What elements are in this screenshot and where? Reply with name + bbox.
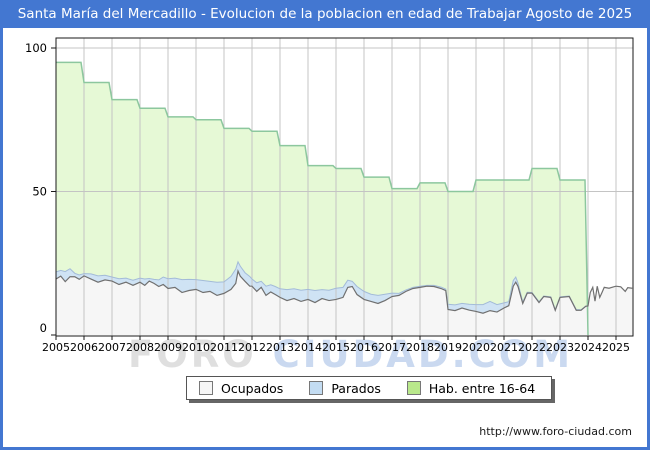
x-tick-label: 2022 (518, 341, 546, 354)
x-tick-label: 2007 (98, 341, 126, 354)
x-tick-label: 2010 (182, 341, 210, 354)
x-tick-label: 2024 (574, 341, 602, 354)
x-tick-label: 2008 (126, 341, 154, 354)
legend-swatch-parados (309, 381, 324, 395)
y-tick-label: 50 (32, 185, 47, 199)
legend-item-hab-16-64: Hab. entre 16-64 (406, 380, 536, 396)
watermark-part1: FORO (128, 333, 273, 376)
x-tick-label: 2020 (462, 341, 490, 354)
legend-label-parados: Parados (331, 380, 381, 396)
x-tick-label: 2011 (210, 341, 238, 354)
chart-title: Santa María del Mercadillo - Evolucion d… (17, 6, 633, 22)
legend-label-hab-16-64: Hab. entre 16-64 (428, 380, 536, 396)
x-tick-label: 2014 (294, 341, 322, 354)
x-tick-label: 2023 (546, 341, 574, 354)
source-url: http://www.foro-ciudad.com (479, 425, 632, 438)
area-ocupados (56, 270, 633, 335)
line-ocupados (55, 268, 633, 314)
x-tick-label: 2025 (602, 341, 630, 354)
title-bar: Santa María del Mercadillo - Evolucion d… (0, 0, 650, 28)
legend-item-parados: Parados (309, 381, 381, 396)
legend-swatch-ocupados (199, 381, 213, 395)
line-parados (55, 260, 588, 311)
legend-label-ocupados: Ocupados (221, 380, 284, 396)
legend-item-ocupados: Ocupados (199, 381, 283, 396)
watermark-part2: CIUDAD.COM (272, 333, 574, 376)
y-tick-label: 100 (25, 41, 47, 55)
watermark: FORO CIUDAD.COM (128, 333, 573, 376)
legend-swatch-hab-16-64 (406, 381, 421, 395)
x-tick-label: 2005 (42, 341, 70, 354)
x-tick-label: 2012 (238, 341, 266, 354)
x-tick-label: 2017 (378, 341, 406, 354)
x-tick-label: 2009 (154, 341, 182, 354)
y-tick-label: 0 (40, 321, 47, 335)
x-tick-label: 2006 (70, 341, 98, 354)
line-hab-16-64 (56, 61, 589, 336)
plot-border (55, 37, 634, 337)
area-hab-16-64 (56, 62, 588, 335)
x-tick-label: 2018 (406, 341, 434, 354)
legend: Ocupados Parados Hab. entre 16-64 (186, 376, 553, 400)
x-tick-label: 2016 (350, 341, 378, 354)
x-tick-label: 2019 (434, 341, 462, 354)
x-tick-label: 2015 (322, 341, 350, 354)
x-tick-label: 2013 (266, 341, 294, 354)
x-tick-label: 2021 (490, 341, 518, 354)
